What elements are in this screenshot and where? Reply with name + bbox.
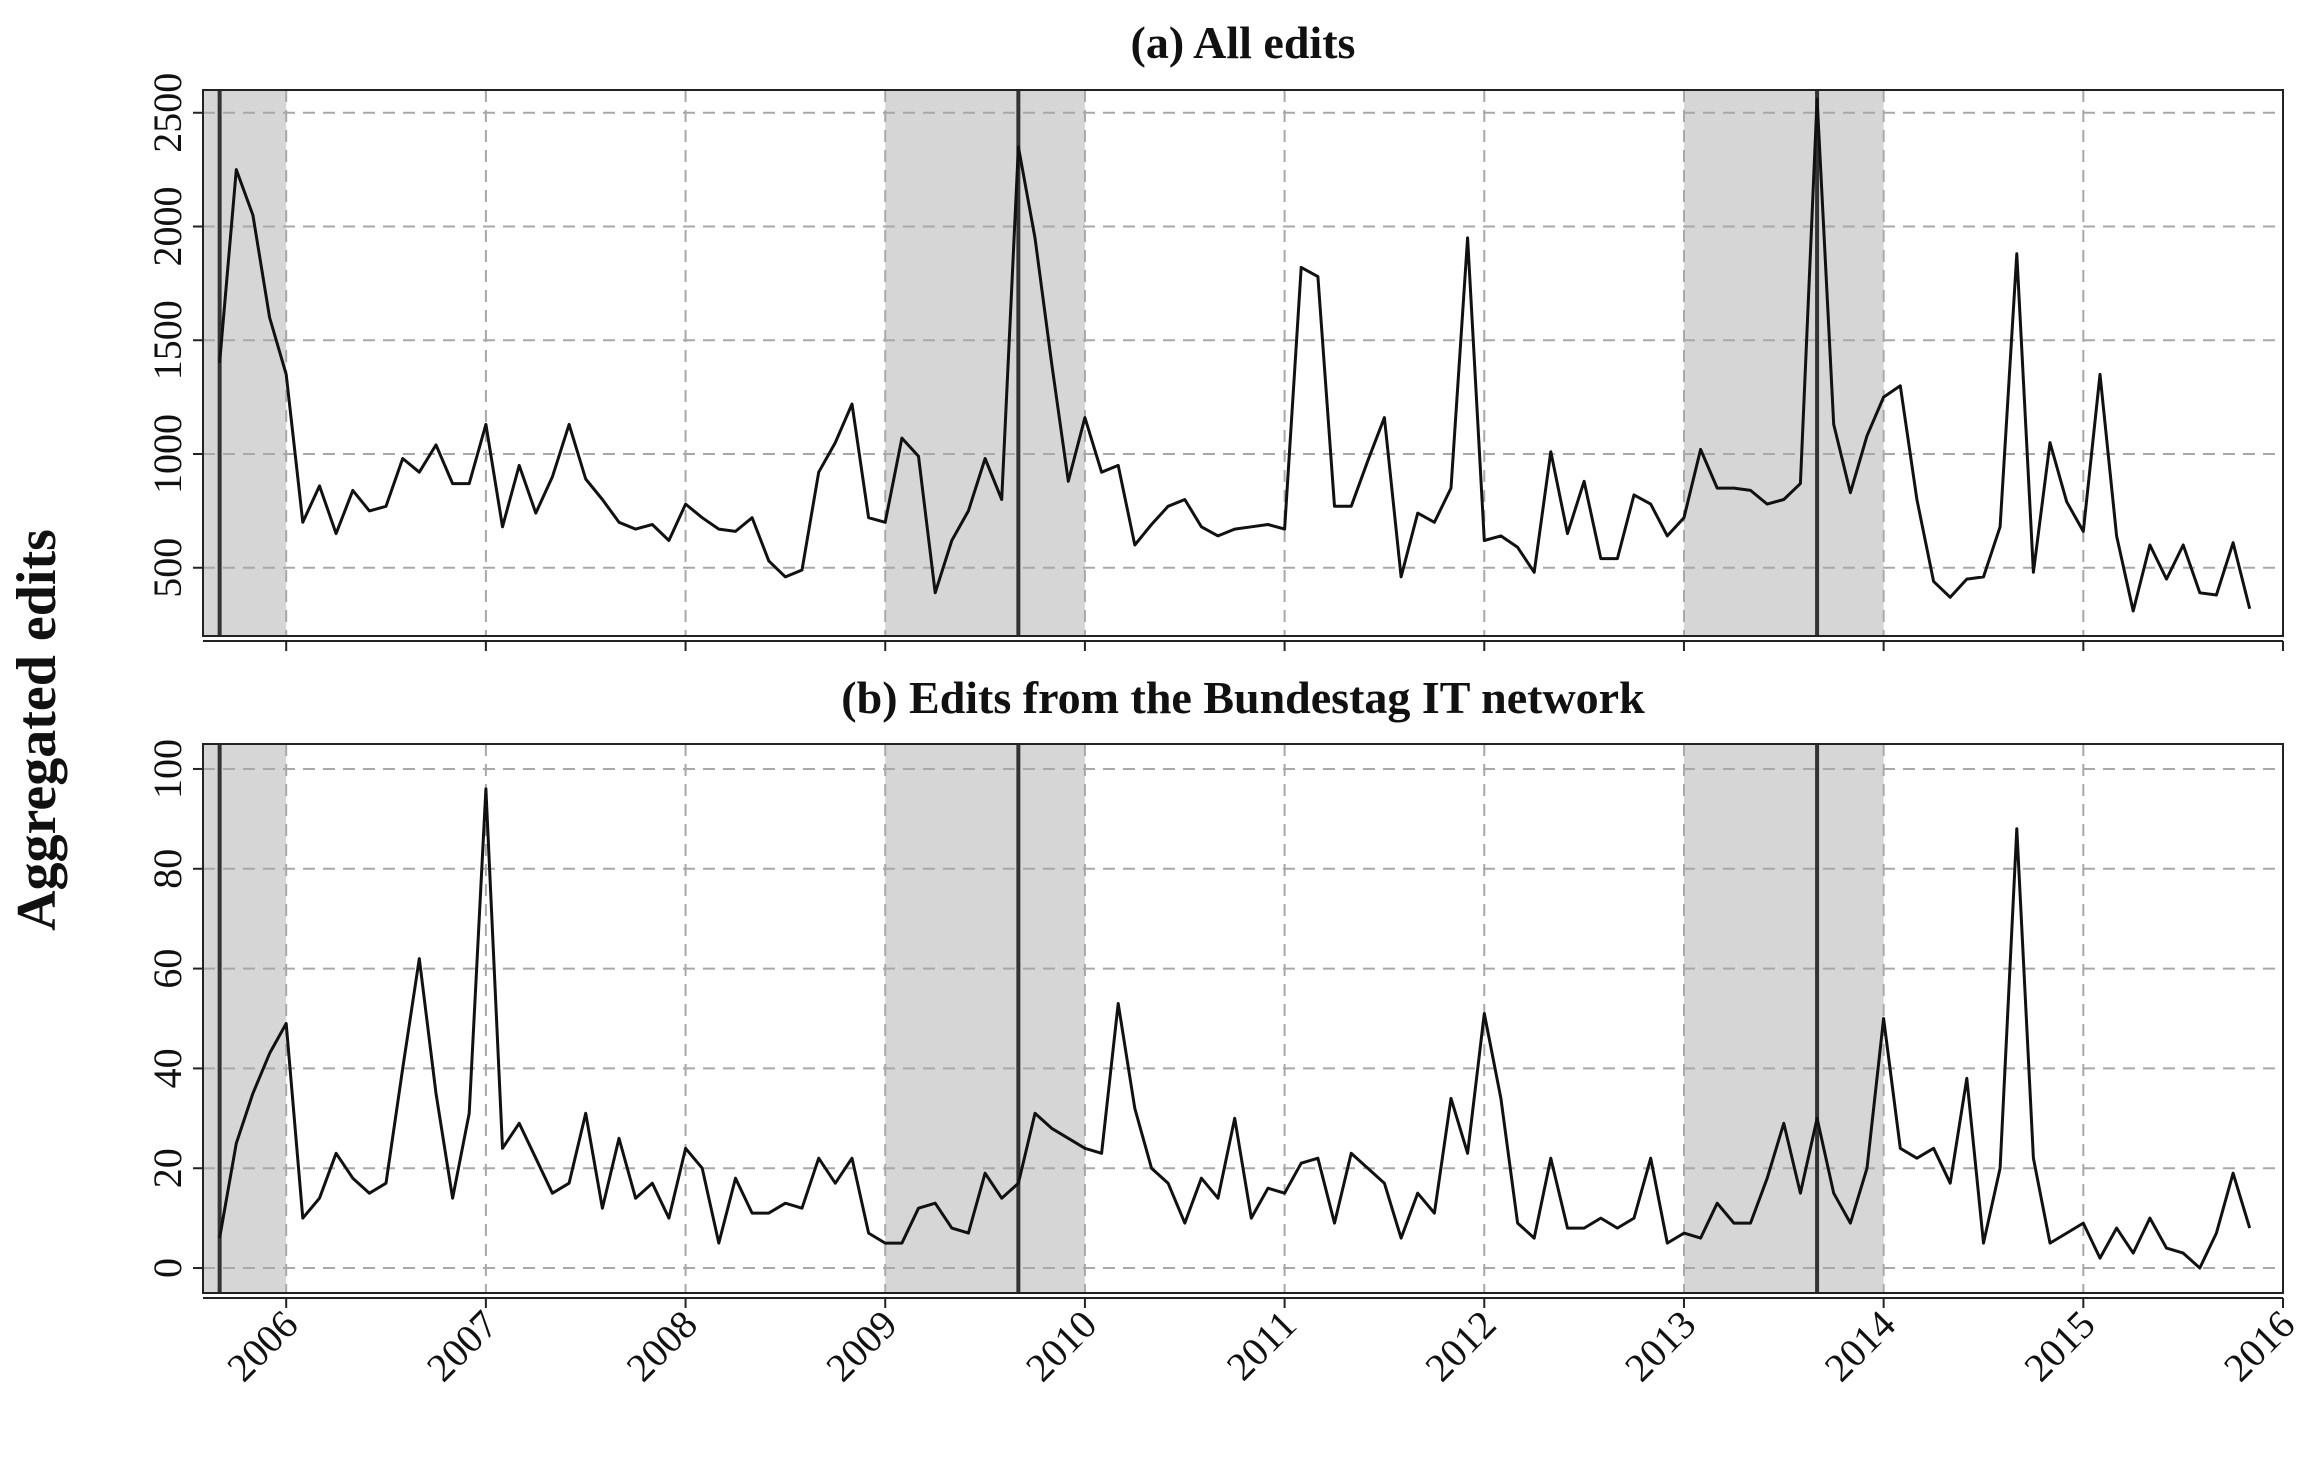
series-line	[218, 787, 2252, 1270]
shaded-period	[885, 744, 1085, 1293]
x-tick-label: 2013	[1616, 1302, 1704, 1390]
x-tick-label: 2011	[1218, 1302, 1305, 1389]
shaded-period	[1683, 744, 1884, 1293]
x-tick-label: 2009	[817, 1302, 905, 1390]
y-tick-label: 1000	[145, 414, 190, 494]
shaded-period	[203, 744, 287, 1293]
y-tick-label: 1500	[145, 300, 190, 380]
y-tick-label: 500	[145, 538, 190, 598]
x-tick-label: 2006	[218, 1302, 306, 1390]
y-tick-label: 100	[145, 739, 190, 799]
series-line	[218, 97, 2252, 613]
panel-title: (b) Edits from the Bundestag IT network	[841, 672, 1645, 723]
shaded-period	[1683, 90, 1884, 636]
x-tick-label: 2015	[2015, 1302, 2103, 1390]
plot-frame	[202, 89, 2284, 637]
x-tick-label: 2012	[1416, 1302, 1504, 1390]
y-tick-label: 20	[145, 1148, 190, 1188]
shaded-period	[885, 90, 1085, 636]
shaded-period	[203, 90, 287, 636]
x-tick-label: 2010	[1017, 1302, 1105, 1390]
panel-title: (a) All edits	[1131, 17, 1356, 68]
y-tick-label: 0	[145, 1258, 190, 1278]
y-tick-label: 80	[145, 849, 190, 889]
x-tick-label: 2016	[2215, 1302, 2300, 1390]
plot-frame	[202, 743, 2284, 1294]
y-axis-label: Aggregated edits	[6, 529, 68, 931]
x-tick-label: 2008	[618, 1302, 706, 1390]
y-tick-label: 2500	[145, 73, 190, 153]
x-tick-label: 2014	[1816, 1302, 1904, 1390]
x-tick-label: 2007	[418, 1302, 506, 1390]
y-tick-label: 40	[145, 1048, 190, 1088]
y-tick-label: 2000	[145, 187, 190, 267]
y-tick-label: 60	[145, 949, 190, 989]
